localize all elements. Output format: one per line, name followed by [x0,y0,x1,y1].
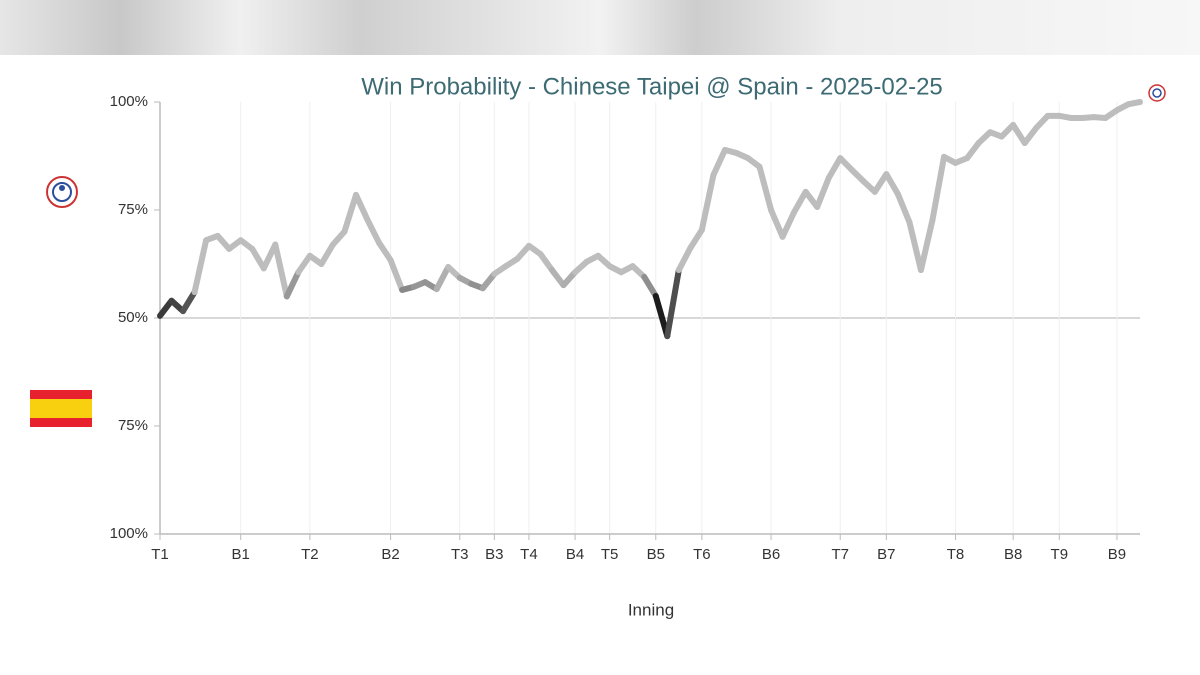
line-segment [779,209,798,240]
x-tick-label: B9 [1108,546,1126,563]
line-segment [318,241,336,267]
line-segment [191,237,210,296]
y-tick-label: 100% [110,525,148,542]
line-segment [1010,121,1028,147]
x-tick-label: T3 [451,546,469,563]
line-segment [917,216,936,274]
taipei-logo [46,176,78,208]
line-segment [929,153,947,223]
line-segment [249,245,267,272]
x-tick-label: T9 [1051,546,1069,563]
line-segment [768,207,786,240]
x-tick-label: B3 [485,546,503,563]
line-segment [791,188,809,216]
line-segment [825,155,844,182]
blurred-header [0,0,1200,55]
x-tick-label: T8 [947,546,965,563]
line-segment [537,251,555,274]
line-segment [1125,99,1143,108]
line-segment [906,219,924,274]
line-segment [710,146,728,179]
line-segment [479,270,498,292]
line-segment [549,267,567,289]
line-segment [814,175,832,210]
line-segment [652,292,671,340]
x-tick-label: B8 [1004,546,1022,563]
line-segment [272,241,290,300]
line-segment [341,191,359,235]
x-tick-label: B7 [877,546,895,563]
line-segment [157,297,175,319]
line-segment [664,267,682,340]
x-tick-label: B6 [762,546,780,563]
y-tick-label: 50% [118,309,148,326]
y-tick-label: 75% [118,201,148,218]
x-tick-label: T1 [151,546,169,563]
taipei-logo-small [1148,84,1166,102]
x-axis-label: Inning [628,600,674,619]
spain-flag [30,390,92,427]
line-segment [871,171,890,195]
line-segment [180,289,198,315]
x-tick-label: T4 [520,546,538,563]
line-segment [698,172,717,233]
line-segment [376,239,394,264]
y-tick-label: 100% [110,93,148,110]
x-tick-label: B2 [381,546,399,563]
chart-title: Win Probability - Chinese Taipei @ Spain… [361,73,943,100]
x-tick-label: B1 [232,546,250,563]
line-segment [687,226,705,252]
line-segment [295,252,313,276]
y-tick-label: 75% [118,417,148,434]
x-tick-label: T2 [301,546,319,563]
line-segment [641,273,659,299]
line-segment [1021,124,1040,147]
x-tick-label: B5 [647,546,665,563]
line-segment [675,245,694,274]
line-segment [433,264,452,293]
line-segment [364,216,383,246]
line-segment [387,257,406,293]
x-tick-label: T6 [693,546,711,563]
x-tick-label: T7 [831,546,849,563]
line-segment [964,140,982,162]
line-segment [894,191,913,226]
line-segment [883,171,901,198]
line-segment [283,269,302,300]
x-tick-label: T5 [601,546,619,563]
line-segment [353,191,371,223]
x-tick-label: B4 [566,546,584,563]
line-segment [756,163,775,213]
